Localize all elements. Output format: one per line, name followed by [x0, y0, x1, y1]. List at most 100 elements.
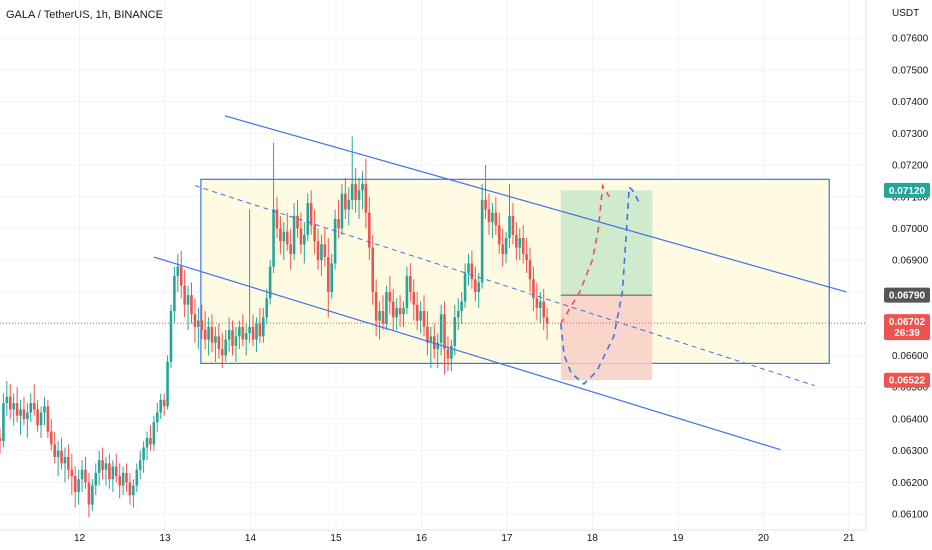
time-tick-label-2: 14 — [245, 533, 257, 544]
candle-body-107 — [364, 184, 368, 213]
candle-body-135 — [460, 301, 463, 312]
time-tick-label-0: 12 — [74, 533, 86, 544]
candle-body-115 — [391, 301, 395, 318]
time-tick-label-5: 17 — [501, 533, 513, 544]
symbol-title: GALA / TetherUS, 1h, BINANCE — [6, 9, 163, 21]
candle-body-60 — [203, 330, 207, 340]
candle-body-12 — [39, 412, 43, 426]
candle-body-65 — [220, 349, 224, 356]
candle-body-108 — [368, 212, 371, 248]
price-tick-label-6: 0.07000 — [892, 224, 929, 235]
candle-body-39 — [132, 485, 135, 496]
time-axis[interactable]: 12 13 14 15 16 17 18 19 20 21 — [0, 529, 866, 544]
candle-body-74 — [251, 326, 255, 340]
candle-body-21 — [70, 469, 74, 477]
time-tick-label-9: 21 — [843, 533, 855, 544]
candle-body-26 — [87, 482, 91, 505]
candle-body-142 — [484, 199, 487, 210]
price-tag-label-0: 0.07120 — [889, 186, 926, 197]
time-tick-label-3: 15 — [330, 533, 342, 544]
candle-body-54 — [183, 285, 186, 305]
candle-body-82 — [279, 228, 282, 242]
candle-body-102 — [347, 199, 351, 210]
candle-body-130 — [443, 314, 446, 350]
candle-body-101 — [344, 193, 347, 210]
candle-body-79 — [268, 266, 272, 299]
candle-body-46 — [155, 412, 159, 423]
drawing-zones — [200, 178, 830, 381]
candle-body-119 — [405, 276, 409, 308]
candle-body-139 — [474, 279, 477, 292]
candle-body-70 — [238, 326, 241, 337]
time-tick-label-4: 16 — [416, 533, 428, 544]
candle-body-30 — [101, 460, 104, 470]
candle-body-8 — [26, 412, 29, 419]
candle-body-77 — [262, 317, 265, 337]
candle-body-1 — [2, 403, 5, 442]
candle-body-100 — [340, 193, 344, 229]
candle-body-137 — [467, 263, 470, 273]
candle-body-50 — [169, 311, 173, 362]
candle-body-98 — [333, 218, 337, 264]
candle-body-53 — [179, 266, 183, 286]
price-tag-3 — [884, 372, 930, 388]
range-box — [200, 178, 830, 364]
candle-body-154 — [525, 253, 528, 261]
candle-body-147 — [501, 244, 504, 254]
candle-body-123 — [419, 311, 422, 321]
candle-body-3 — [8, 396, 12, 410]
candle-body-6 — [19, 409, 22, 416]
candle-body-64 — [217, 336, 221, 350]
candle-body-42 — [142, 447, 145, 461]
candle-body-114 — [388, 291, 392, 302]
candle-body-113 — [385, 291, 388, 324]
candle-body-88 — [299, 228, 303, 245]
candle-body-94 — [320, 244, 323, 261]
candle-body-126 — [429, 336, 433, 343]
candle-body-153 — [521, 238, 525, 254]
time-tick-label-8: 20 — [758, 533, 770, 544]
projection-down-path — [560, 185, 641, 386]
candle-body-159 — [542, 301, 546, 318]
candle-body-90 — [306, 203, 310, 235]
stop-zone — [560, 295, 653, 381]
candle-body-120 — [409, 276, 412, 292]
time-tick-label-7: 19 — [672, 533, 684, 544]
candle-body-66 — [224, 339, 227, 356]
candle-body-52 — [176, 266, 180, 277]
candle-body-4 — [12, 403, 15, 410]
candle-body-99 — [337, 218, 340, 229]
candle-body-112 — [381, 311, 385, 324]
candle-body-92 — [313, 225, 316, 242]
candle-body-68 — [231, 330, 234, 346]
candle-body-13 — [43, 406, 46, 413]
price-tag-label-3: 0.06522 — [889, 376, 926, 387]
channel-mid-line — [194, 185, 815, 387]
price-tag-2 — [884, 314, 930, 341]
candle-body-75 — [255, 323, 258, 340]
candle-body-140 — [477, 282, 481, 292]
price-tag-1 — [884, 287, 930, 303]
candle-body-67 — [227, 330, 231, 340]
candle-body-111 — [378, 311, 381, 321]
candle-body-84 — [285, 231, 289, 245]
candle-body-145 — [494, 212, 498, 226]
candle-body-89 — [303, 234, 306, 245]
price-axis[interactable]: 0.07600 0.07500 0.07400 0.07300 0.07200 0.071… — [865, 0, 929, 530]
candle-body-148 — [504, 238, 508, 254]
time-tick-label-6: 18 — [587, 533, 599, 544]
candle-body-48 — [162, 399, 166, 407]
candle-body-58 — [197, 320, 200, 327]
drawing-lines — [0, 115, 866, 451]
candle-body-32 — [108, 463, 111, 480]
price-tick-label-2: 0.07400 — [892, 97, 929, 108]
candle-body-17 — [56, 450, 60, 458]
candle-body-0 — [0, 437, 2, 442]
candle-body-25 — [84, 469, 87, 483]
candle-body-41 — [138, 460, 142, 470]
candle-body-118 — [402, 307, 405, 315]
price-tick-label-7: 0.06900 — [892, 256, 929, 267]
candle-body-158 — [538, 301, 542, 308]
candle-body-36 — [121, 472, 125, 486]
